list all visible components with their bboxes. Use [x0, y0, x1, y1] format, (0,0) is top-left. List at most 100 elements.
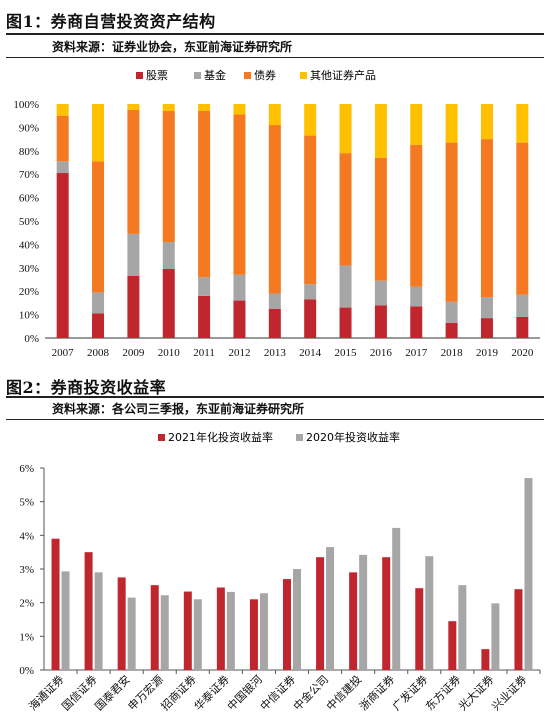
bar-segment	[162, 268, 175, 338]
bar	[127, 597, 136, 670]
figure-2-heading: 图2：券商投资收益率	[6, 374, 166, 398]
bar-segment	[410, 306, 423, 338]
figure-1: 图1：券商自营投资资产结构 资料来源：证券业协会，东亚前海证券研究所 股票 基金 债…	[6, 8, 544, 359]
x-tick-label: 2015	[335, 347, 358, 359]
bar-segment	[410, 104, 423, 145]
x-tick-label: 浙商证券	[356, 672, 397, 713]
bar-segment	[339, 153, 352, 266]
y-tick-label: 5%	[19, 497, 34, 509]
figure-1-heading: 图1：券商自营投资资产结构	[6, 8, 216, 32]
x-tick-label: 国泰君安	[92, 672, 133, 713]
x-tick-label: 2012	[228, 347, 250, 359]
figure-1-source: 资料来源：证券业协会，东亚前海证券研究所	[52, 40, 293, 54]
x-tick-label: 2014	[299, 347, 322, 359]
bar-segment	[480, 318, 493, 338]
bar-segment	[410, 144, 423, 287]
chart-2-investment-yield: 2021年化投资收益率 2020年投资收益率 0% 1% 2% 3% 4% 5% 6% 海通证券国…	[19, 430, 541, 713]
y-tick-label: 70%	[19, 169, 39, 181]
figure-2-label: 图2：	[6, 378, 51, 397]
bar	[183, 591, 192, 670]
y-tick-label: 30%	[19, 263, 39, 275]
bar-segment	[339, 265, 352, 308]
legend-swatch-1	[158, 434, 165, 441]
bar	[359, 554, 368, 670]
bar-segment	[268, 104, 281, 126]
y-tick-label: 40%	[19, 239, 39, 251]
bar-segment	[516, 104, 529, 143]
bar	[117, 577, 126, 670]
y-tick-label: 1%	[19, 631, 34, 643]
bar	[293, 569, 301, 670]
bar-segment	[127, 275, 140, 338]
bar-segment	[516, 294, 529, 317]
figure-2: 图2：券商投资收益率 资料来源：各公司三季报，东亚前海证券研究所 2021年化投…	[0, 370, 550, 724]
bar-segment	[304, 284, 317, 300]
bar-segment	[233, 104, 246, 115]
bar-segment	[268, 293, 281, 309]
legend-swatch-3	[244, 72, 251, 79]
bar	[316, 557, 325, 670]
x-tick-label: 中国银河	[224, 672, 265, 713]
bar	[392, 527, 401, 670]
bar-segment	[198, 277, 211, 296]
bar-segment	[127, 233, 140, 276]
x-tick-label: 中信建投	[323, 672, 364, 713]
bar	[51, 538, 60, 670]
bar-segment	[374, 104, 387, 158]
bar-segment	[516, 316, 529, 338]
bar-segment	[233, 274, 246, 301]
bar	[84, 552, 93, 670]
bar	[524, 478, 533, 670]
legend-label-1: 股票	[146, 69, 168, 82]
bar-segment	[339, 104, 352, 154]
bar	[425, 556, 434, 670]
bar	[349, 572, 358, 670]
bar-segment	[304, 135, 317, 285]
x-tick-label: 2017	[405, 347, 428, 359]
bar-segment	[268, 125, 281, 294]
y-tick-label: 3%	[19, 564, 34, 576]
figure-2-top-rule	[6, 396, 544, 398]
bar-segment	[268, 308, 281, 338]
bar	[193, 599, 202, 670]
bar	[216, 587, 225, 670]
x-tick-label: 光大证券	[456, 672, 497, 713]
x-tick-label: 兴业证券	[489, 672, 530, 713]
chart-1-asset-structure: 股票 基金 债券 其他证券产品 0% 10% 20% 30% 40% 50% 60% 70% 80% 90…	[13, 68, 540, 359]
bar-segment	[339, 307, 352, 338]
bar-segment	[127, 109, 140, 234]
y-tick-label: 0%	[19, 665, 34, 677]
bar	[481, 649, 490, 670]
bar-segment	[233, 300, 246, 338]
bar-segment	[198, 295, 211, 338]
y-tick-label: 20%	[19, 286, 39, 298]
bar-segment	[374, 305, 387, 338]
x-tick-label: 2019	[476, 347, 499, 359]
figure-1-top-rule	[6, 33, 544, 35]
bar-segment	[162, 242, 175, 269]
legend-label-1: 2021年化投资收益率	[168, 430, 273, 444]
bar-segment	[445, 142, 458, 302]
bar-segment	[56, 173, 69, 338]
x-tick-label: 2020	[511, 347, 534, 359]
bar-segment	[480, 139, 493, 298]
bar	[491, 603, 500, 670]
legend-label-2: 基金	[204, 68, 226, 82]
bar-segment	[162, 104, 175, 112]
bar-segment	[162, 111, 175, 243]
x-tick-label: 东方证券	[422, 672, 463, 713]
x-tick-label: 2007	[52, 347, 75, 359]
x-tick-label: 2009	[122, 347, 145, 359]
bar-segment	[92, 104, 105, 162]
x-tick-label: 广发证券	[389, 672, 430, 713]
figure-1-source-rule	[6, 57, 544, 58]
bar-segment	[56, 115, 69, 162]
bar	[514, 589, 523, 670]
x-tick-label: 2011	[193, 347, 215, 359]
bar-segment	[92, 313, 105, 338]
bar	[458, 585, 467, 670]
bar-segment	[445, 322, 458, 338]
x-tick-label: 中信证券	[257, 672, 298, 713]
legend-swatch-1	[136, 72, 143, 79]
bar-segment	[410, 286, 423, 307]
